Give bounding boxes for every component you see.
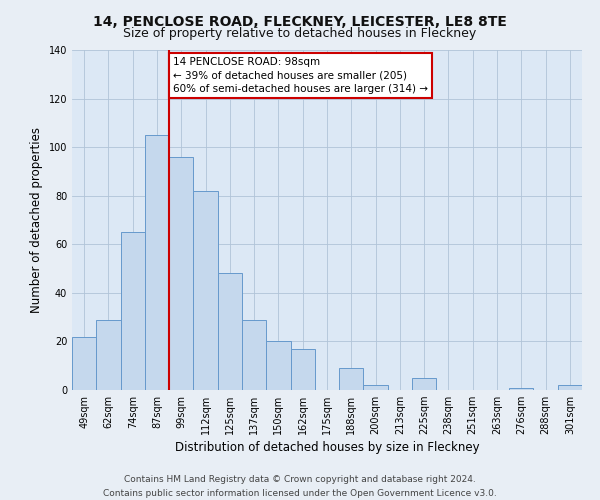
Text: 14, PENCLOSE ROAD, FLECKNEY, LEICESTER, LE8 8TE: 14, PENCLOSE ROAD, FLECKNEY, LEICESTER, … [93,15,507,29]
Bar [169,157,193,390]
X-axis label: Distribution of detached houses by size in Fleckney: Distribution of detached houses by size … [175,442,479,454]
Text: Size of property relative to detached houses in Fleckney: Size of property relative to detached ho… [124,28,476,40]
Text: Contains HM Land Registry data © Crown copyright and database right 2024.
Contai: Contains HM Land Registry data © Crown c… [103,476,497,498]
Bar [96,320,121,390]
Bar [193,191,218,390]
Bar [266,342,290,390]
Bar [339,368,364,390]
Bar [72,336,96,390]
Bar [558,385,582,390]
Bar [364,385,388,390]
Bar [218,274,242,390]
Y-axis label: Number of detached properties: Number of detached properties [30,127,43,313]
Bar [290,348,315,390]
Bar [121,232,145,390]
Bar [145,135,169,390]
Text: 14 PENCLOSE ROAD: 98sqm
← 39% of detached houses are smaller (205)
60% of semi-d: 14 PENCLOSE ROAD: 98sqm ← 39% of detache… [173,58,428,94]
Bar [242,320,266,390]
Bar [412,378,436,390]
Bar [509,388,533,390]
